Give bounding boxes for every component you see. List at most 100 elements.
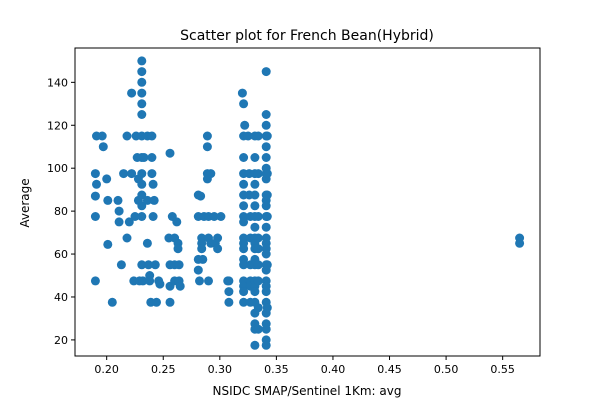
data-point-32: [137, 88, 147, 98]
x-tick-label: 0.20: [94, 363, 119, 376]
data-point-198: [262, 260, 272, 270]
x-tick-label: 0.30: [208, 363, 233, 376]
data-point-10: [103, 239, 113, 249]
data-point-162: [253, 276, 263, 286]
chart-title: Scatter plot for French Bean(Hybrid): [180, 28, 434, 44]
data-point-101: [216, 212, 226, 221]
data-point-166: [261, 110, 271, 119]
data-point-199: [262, 303, 272, 313]
y-tick-label: 100: [47, 162, 68, 175]
data-point-11: [107, 297, 117, 307]
data-point-15: [116, 260, 126, 270]
data-point-18: [122, 131, 132, 141]
data-point-158: [253, 212, 263, 221]
data-point-9: [103, 195, 113, 205]
data-point-38: [137, 179, 147, 189]
data-point-169: [261, 142, 271, 152]
data-point-187: [261, 287, 271, 297]
data-point-109: [239, 153, 249, 162]
data-point-100: [213, 244, 223, 254]
data-point-99: [213, 233, 223, 243]
data-point-5: [90, 276, 100, 286]
data-point-42: [137, 260, 147, 270]
data-point-58: [150, 260, 160, 270]
data-point-16: [119, 169, 129, 179]
y-axis-label: Average: [18, 178, 32, 227]
data-point-19: [124, 217, 134, 227]
plot-frame: [74, 47, 541, 357]
data-point-138: [250, 179, 260, 189]
y-tick-label: 20: [54, 334, 68, 347]
data-point-111: [239, 179, 249, 189]
data-point-41: [137, 212, 147, 221]
data-point-73: [173, 244, 183, 254]
data-point-197: [262, 212, 272, 221]
x-tick-label: 0.40: [321, 363, 346, 376]
data-point-113: [239, 201, 249, 211]
data-point-20: [127, 88, 137, 98]
data-point-139: [250, 190, 260, 200]
data-point-125: [240, 120, 250, 130]
data-point-126: [243, 131, 253, 141]
data-point-182: [261, 249, 271, 259]
data-point-160: [253, 244, 263, 254]
data-point-124: [239, 297, 249, 307]
data-point-37: [137, 169, 147, 179]
data-point-176: [261, 201, 271, 211]
y-tick-label: 80: [54, 205, 68, 218]
data-point-50: [145, 276, 155, 286]
x-tick-label: 0.25: [151, 363, 176, 376]
data-point-201: [515, 238, 525, 248]
data-point-34: [137, 110, 147, 119]
data-point-120: [239, 260, 249, 270]
data-point-54: [147, 169, 157, 179]
data-point-86: [198, 254, 208, 264]
y-tick-label: 140: [47, 76, 68, 89]
data-point-178: [261, 222, 271, 232]
data-point-30: [137, 67, 147, 77]
data-point-33: [137, 99, 147, 109]
data-point-23: [130, 212, 140, 221]
data-point-71: [172, 217, 182, 227]
data-point-8: [102, 174, 112, 184]
data-point-7: [98, 142, 108, 152]
data-point-82: [196, 191, 206, 201]
data-point-106: [237, 88, 247, 98]
data-point-105: [224, 297, 234, 307]
data-point-40: [137, 201, 147, 211]
data-point-89: [202, 142, 212, 152]
data-point-195: [262, 169, 272, 179]
data-point-48: [144, 260, 153, 270]
y-tick-label: 60: [54, 248, 68, 261]
data-point-3: [90, 191, 100, 201]
data-point-103: [224, 276, 234, 286]
y-tick-label: 120: [47, 119, 68, 132]
data-point-194: [262, 131, 272, 141]
data-point-44: [139, 153, 149, 162]
data-point-81: [195, 276, 204, 286]
x-axis-label: NSIDC SMAP/Sentinel 1Km: avg: [213, 384, 402, 398]
y-tick-label: 40: [54, 291, 68, 304]
data-point-47: [142, 238, 152, 248]
data-point-53: [147, 153, 157, 162]
y-axis: 20 40 60 80 100 120 140: [47, 76, 75, 347]
data-point-80: [193, 265, 203, 275]
x-axis: 0.20 0.25 0.30 0.35 0.40 0.45 0.50 0.55: [94, 356, 515, 376]
data-point-142: [250, 222, 260, 232]
data-point-97: [209, 212, 219, 221]
data-point-21: [127, 169, 137, 179]
data-point-46: [142, 195, 152, 205]
data-point-17: [122, 233, 132, 243]
data-point-66: [165, 297, 175, 307]
data-point-107: [239, 99, 249, 109]
data-point-157: [253, 169, 263, 179]
data-point-170: [261, 153, 271, 162]
data-point-164: [253, 324, 263, 334]
data-point-61: [155, 279, 165, 289]
data-point-2: [92, 179, 101, 189]
data-point-62: [165, 148, 175, 158]
data-point-13: [114, 206, 124, 216]
data-point-85: [197, 244, 207, 254]
data-point-140: [250, 201, 260, 211]
